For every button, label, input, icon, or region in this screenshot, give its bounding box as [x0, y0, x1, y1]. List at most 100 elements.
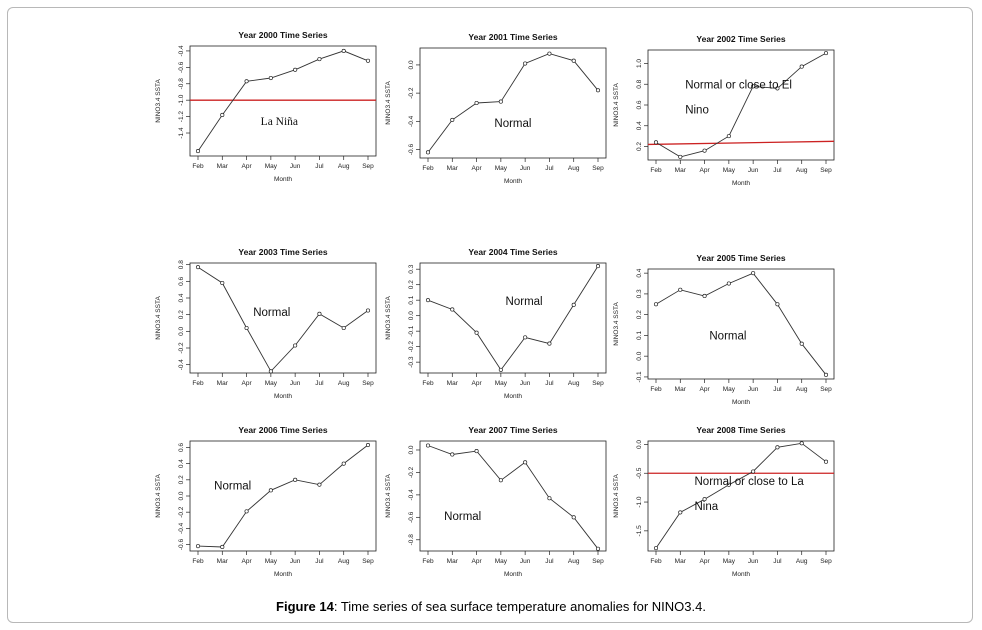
chart-title: Year 2000 Time Series — [238, 30, 327, 40]
x-tick-label: May — [723, 167, 736, 174]
line-chart: Year 2008 Time Series -1.5 -1.0 -0.5 0.0 NINO… — [613, 425, 835, 578]
y-tick-label: -0.2 — [408, 341, 415, 353]
y-tick-label: 0.3 — [636, 289, 643, 298]
data-point — [751, 271, 756, 276]
data-point — [425, 150, 431, 155]
series-line — [427, 265, 599, 371]
x-tick-label: Apr — [700, 167, 711, 174]
data-point — [220, 544, 225, 550]
figure-frame — [7, 7, 973, 623]
y-tick-label: 0.0 — [408, 311, 415, 320]
y-tick-label: -0.6 — [178, 539, 185, 551]
data-point — [268, 75, 273, 81]
y-tick-label: -0.6 — [408, 511, 415, 523]
data-point — [702, 497, 707, 502]
y-tick-label: 0.8 — [178, 260, 185, 269]
plot-box — [419, 440, 607, 552]
chart-annotation: Normal — [709, 330, 746, 342]
y-tick-label: 1.0 — [636, 59, 643, 68]
data-point — [571, 302, 576, 307]
y-tick-label: -0.2 — [178, 506, 185, 518]
data-point — [220, 280, 225, 286]
x-tick-label: May — [495, 165, 508, 172]
x-tick-label: Sep — [592, 165, 604, 172]
x-tick-label: Apr — [472, 165, 483, 172]
y-tick-label: -1.5 — [636, 525, 643, 537]
y-tick-label: -0.1 — [636, 371, 643, 383]
y-tick-label: -1.4 — [178, 127, 185, 139]
x-tick-label: Mar — [447, 165, 459, 172]
x-tick-label: Feb — [650, 386, 662, 393]
series-line — [427, 53, 599, 153]
data-point — [702, 148, 707, 153]
y-tick-label: 0.3 — [408, 264, 415, 273]
chart-annotation: Nina — [695, 501, 719, 513]
line-chart: Year 2001 Time Series -0.6 -0.4 -0.2 0.0 NINO… — [385, 32, 607, 185]
x-tick-label: Feb — [192, 163, 204, 170]
y-tick-label: 0.2 — [636, 310, 643, 319]
line-chart: Year 2004 Time Series -0.3 -0.2 -0.1 0.0 0.1 0… — [385, 247, 607, 400]
y-axis-label: NINO3.4 SSTA — [613, 474, 620, 518]
data-point — [726, 482, 731, 487]
data-point — [547, 51, 552, 56]
x-tick-label: Aug — [796, 167, 808, 174]
data-point — [823, 372, 829, 377]
x-tick-label: Aug — [796, 558, 808, 565]
data-point — [244, 79, 249, 84]
data-point — [474, 449, 479, 454]
y-tick-label: 0.2 — [178, 310, 185, 319]
x-tick-label: Jun — [520, 380, 531, 387]
data-point — [523, 335, 528, 340]
y-axis-label: NINO3.4 SSTA — [385, 474, 392, 518]
data-point — [595, 88, 601, 93]
y-tick-label: -0.2 — [408, 466, 415, 478]
plot-box — [647, 440, 835, 552]
y-tick-label: 0.4 — [178, 293, 185, 302]
plot-box — [189, 262, 377, 374]
caption-text: : Time series of sea surface temperature… — [333, 599, 706, 614]
chart-annotation: Normal — [253, 307, 290, 319]
chart-annotation: Nino — [685, 105, 709, 117]
chart-annotation: La Niña — [261, 116, 298, 128]
x-tick-label: Jul — [315, 380, 324, 387]
x-tick-label: Jun — [520, 165, 531, 172]
x-tick-label: Jul — [315, 558, 324, 565]
x-axis-label: Month — [504, 393, 522, 400]
x-tick-label: Jun — [290, 558, 301, 565]
chart-panel-2004: Year 2004 Time Series -0.3 -0.2 -0.1 0.0 0.1 0… — [378, 245, 608, 405]
line-chart: Year 2003 Time Series -0.4 -0.2 0.0 0.2 0.4 0.… — [155, 247, 377, 400]
x-tick-label: Sep — [362, 163, 374, 170]
data-point — [293, 67, 298, 72]
y-tick-label: -0.4 — [178, 522, 185, 534]
data-point — [653, 140, 659, 145]
x-tick-label: May — [723, 386, 736, 393]
data-point — [450, 117, 455, 122]
y-axis-label: NINO3.4 SSTA — [155, 474, 162, 518]
x-tick-label: Sep — [592, 558, 604, 565]
data-point — [365, 442, 371, 448]
x-tick-label: Jul — [773, 167, 782, 174]
line-chart: Year 2000 Time Series -1.4 -1.2 -1.0 -0.8 -0.… — [155, 30, 377, 183]
y-axis-label: NINO3.4 SSTA — [385, 81, 392, 125]
series-line — [197, 50, 369, 152]
y-tick-label: -0.4 — [408, 115, 415, 127]
y-tick-label: -0.8 — [178, 78, 185, 90]
data-point — [702, 293, 707, 299]
chart-panel-2005: Year 2005 Time Series -0.1 0.0 0.1 0.2 0.3 0.4… — [606, 251, 836, 411]
chart-title: Year 2008 Time Series — [696, 425, 785, 435]
x-tick-label: Feb — [192, 380, 204, 387]
y-tick-label: -0.5 — [636, 467, 643, 479]
data-point — [823, 459, 829, 464]
data-point — [474, 100, 479, 106]
x-tick-label: Jun — [748, 167, 759, 174]
data-point — [799, 64, 804, 69]
data-point — [547, 341, 552, 346]
x-axis-label: Month — [504, 178, 522, 185]
x-tick-label: May — [723, 558, 736, 565]
data-point — [498, 99, 503, 104]
data-point — [425, 443, 431, 448]
x-tick-label: Feb — [650, 558, 662, 565]
data-point — [547, 496, 552, 501]
line-chart: Year 2002 Time Series 0.2 0.4 0.6 0.8 1.0 NINO… — [613, 34, 835, 187]
x-tick-label: Sep — [820, 558, 832, 565]
